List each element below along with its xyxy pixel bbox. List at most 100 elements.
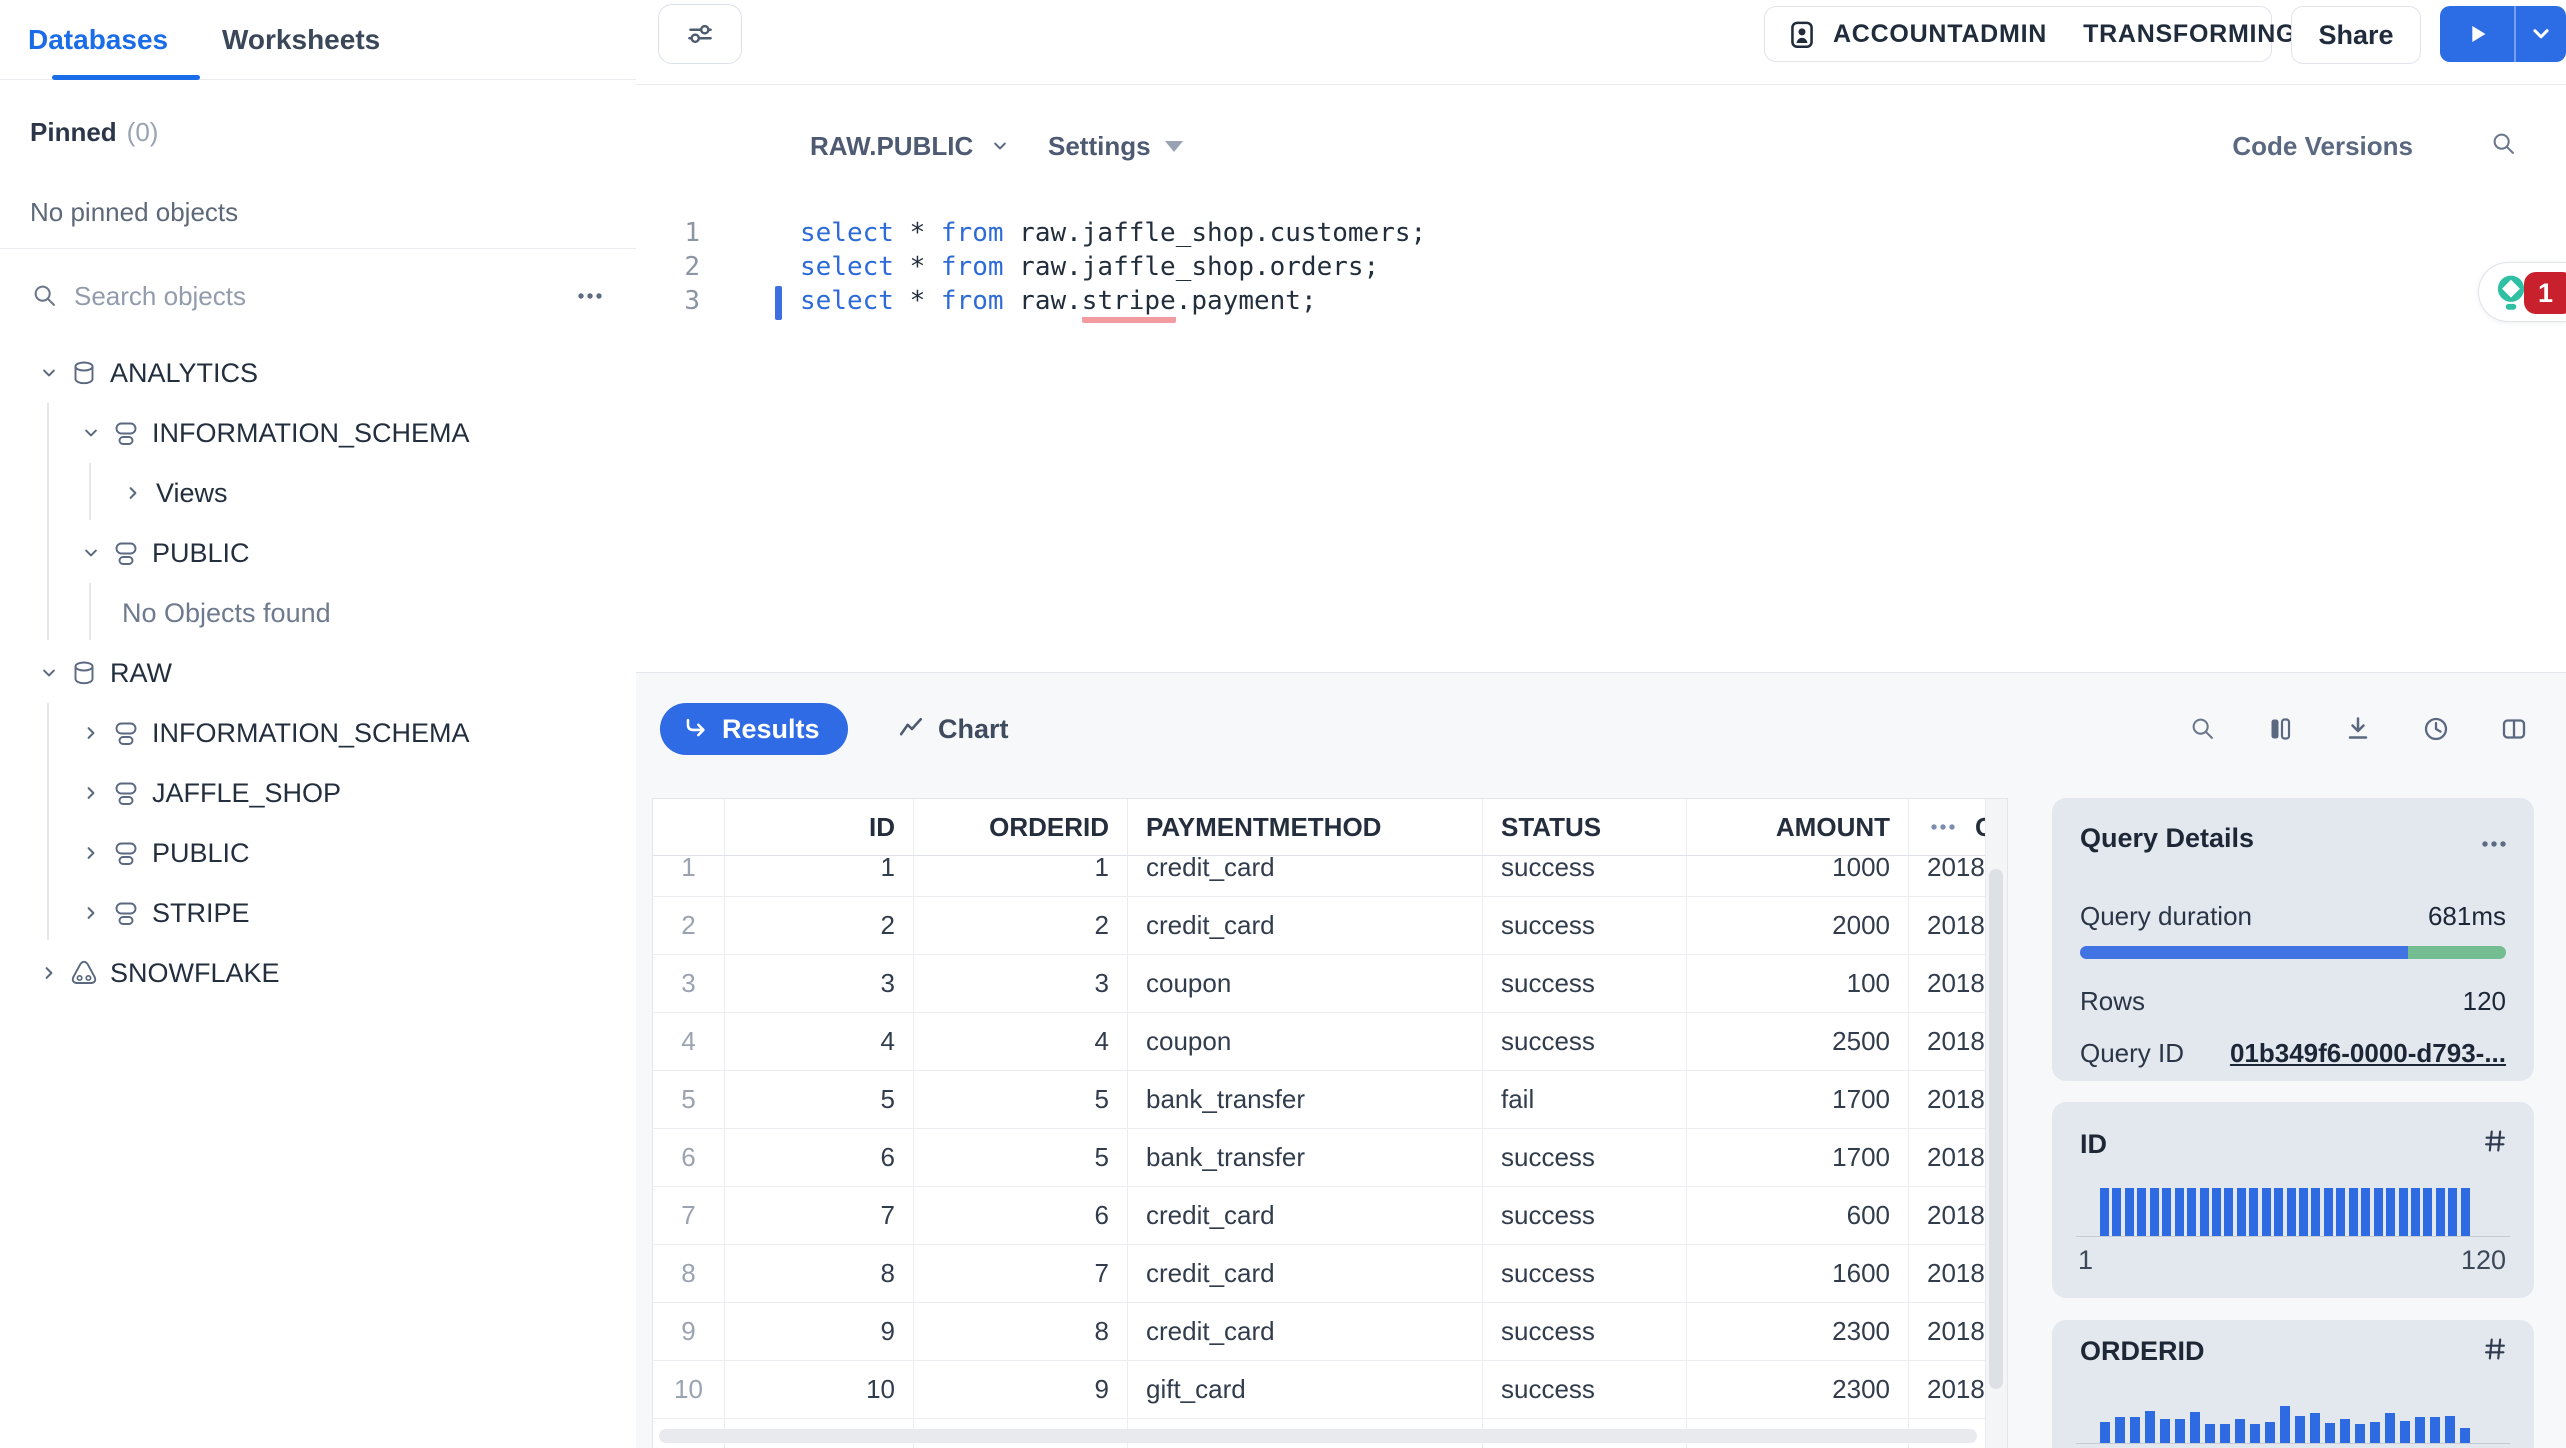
query-duration-row: Query duration 681ms: [2080, 899, 2506, 933]
histogram-bar: [2370, 1422, 2380, 1443]
tree-item-jaffle-shop[interactable]: JAFFLE_SHOP: [0, 763, 636, 823]
editor-search-button[interactable]: [2489, 129, 2519, 159]
table-row-8[interactable]: 8 8 7 credit_card success 1600 2018: [653, 1245, 1985, 1303]
column-header-id[interactable]: ID: [725, 799, 914, 855]
table-row-3[interactable]: 3 3 3 coupon success 100 2018: [653, 955, 1985, 1013]
table-cell: 4: [725, 1013, 914, 1071]
number-type-icon[interactable]: [2480, 1126, 2510, 1156]
columns-icon[interactable]: [2264, 713, 2296, 745]
query-id-row: Query ID 01b349f6-0000-d793-...: [2080, 1036, 2506, 1070]
vertical-scrollbar[interactable]: [1985, 799, 2007, 1448]
object-search[interactable]: Search objects: [30, 272, 606, 320]
tree-item-public[interactable]: PUBLIC: [0, 823, 636, 883]
context-role-warehouse-button[interactable]: ACCOUNTADMIN TRANSFORMING: [1764, 6, 2295, 62]
code-line-3[interactable]: 3 select * from raw.stripe.payment;: [636, 284, 2566, 323]
histogram-orderid-title: ORDERID: [2080, 1336, 2205, 1366]
tab-worksheets[interactable]: Worksheets: [222, 0, 380, 79]
histogram-id-min: 1: [2078, 1245, 2094, 1275]
histogram-bar: [2112, 1188, 2122, 1236]
tree-item-views[interactable]: Views: [0, 463, 636, 523]
history-clock-icon[interactable]: [2420, 713, 2452, 745]
query-id-label: Query ID: [2080, 1037, 2185, 1068]
tree-item-analytics[interactable]: ANALYTICS: [0, 343, 636, 403]
chevron-down-icon[interactable]: [78, 540, 104, 566]
tree-item-snowflake[interactable]: SNOWFLAKE: [0, 943, 636, 1003]
column-header-status[interactable]: STATUS: [1483, 799, 1687, 855]
table-row-10[interactable]: 10 10 9 gift_card success 2300 2018: [653, 1361, 1985, 1419]
code-line-2[interactable]: 2 select * from raw.jaffle_shop.orders;: [636, 250, 2566, 284]
chevron-right-icon[interactable]: [78, 840, 104, 866]
tree-item-raw[interactable]: RAW: [0, 643, 636, 703]
row-number-cell: 7: [653, 1187, 725, 1245]
table-row-7[interactable]: 7 7 6 credit_card success 600 2018: [653, 1187, 1985, 1245]
results-table: ID ORDERID PAYMENTMETHOD STATUS AMOUNT CREATE…: [652, 798, 2008, 1448]
sql-text: *: [893, 218, 941, 248]
table-cell: gift_card: [1128, 1361, 1483, 1419]
histogram-baseline: [2076, 1443, 2510, 1444]
column-header-amount[interactable]: AMOUNT: [1687, 799, 1909, 855]
histogram-bar: [2145, 1411, 2155, 1443]
tab-databases[interactable]: Databases: [28, 0, 200, 80]
copilot-suggestion-widget[interactable]: 1: [2478, 262, 2566, 322]
tab-chart[interactable]: Chart: [896, 703, 1009, 755]
no-pinned-objects-text: No pinned objects: [30, 196, 239, 227]
column-header-orderid[interactable]: ORDERID: [914, 799, 1128, 855]
tree-item-information-schema[interactable]: INFORMATION_SCHEMA: [0, 703, 636, 763]
more-options-icon[interactable]: [574, 280, 606, 312]
table-cell: 3: [725, 955, 914, 1013]
table-row-2[interactable]: 2 2 2 credit_card success 2000 2018: [653, 897, 1985, 955]
table-cell: 2018: [1909, 1245, 1985, 1303]
number-type-icon[interactable]: [2480, 1334, 2510, 1364]
histogram-bar: [2205, 1424, 2215, 1443]
download-icon[interactable]: [2342, 713, 2374, 745]
tree-item-label: ANALYTICS: [110, 357, 259, 388]
row-number-cell: 8: [653, 1245, 725, 1303]
query-details-menu-icon[interactable]: [2478, 828, 2510, 860]
histogram-bar: [2295, 1416, 2305, 1443]
table-cell: success: [1483, 1187, 1687, 1245]
chevron-right-icon[interactable]: [36, 960, 62, 986]
column-header-created[interactable]: CREATED: [1909, 799, 1985, 855]
run-options-button[interactable]: [2516, 6, 2566, 62]
search-results-icon[interactable]: [2188, 714, 2218, 744]
settings-dropdown[interactable]: Settings: [1048, 121, 1183, 171]
chevron-down-icon[interactable]: [78, 420, 104, 446]
filters-button[interactable]: [658, 4, 742, 64]
column-header-paymentmethod[interactable]: PAYMENTMETHOD: [1128, 799, 1483, 855]
chevron-right-icon[interactable]: [78, 900, 104, 926]
split-layout-icon[interactable]: [2498, 713, 2530, 745]
chevron-right-icon[interactable]: [120, 480, 146, 506]
histogram-bar: [2211, 1188, 2221, 1236]
table-cell: 4: [914, 1013, 1128, 1071]
horizontal-scrollbar[interactable]: [659, 1429, 1977, 1443]
code-line-content: select * from raw.jaffle_shop.customers;: [800, 218, 1426, 248]
chevron-down-icon[interactable]: [36, 660, 62, 686]
code-line-1[interactable]: 1 select * from raw.jaffle_shop.customers…: [636, 216, 2566, 250]
code-area[interactable]: 1 select * from raw.jaffle_shop.customers…: [636, 216, 2566, 323]
histogram-orderid-bars: [2100, 1406, 2470, 1443]
tree-item-public[interactable]: PUBLIC: [0, 523, 636, 583]
vertical-scrollbar-thumb[interactable]: [1989, 869, 2003, 1389]
tree-item-information-schema[interactable]: INFORMATION_SCHEMA: [0, 403, 636, 463]
table-row-5[interactable]: 5 5 5 bank_transfer fail 1700 2018: [653, 1071, 1985, 1129]
tab-results[interactable]: Results: [660, 703, 848, 755]
tree-item-stripe[interactable]: STRIPE: [0, 883, 636, 943]
chevron-right-icon[interactable]: [78, 720, 104, 746]
run-button[interactable]: [2440, 6, 2514, 62]
table-row-6[interactable]: 6 6 5 bank_transfer success 1700 2018: [653, 1129, 1985, 1187]
table-row-1[interactable]: 1 1 1 credit_card success 1000 2018: [653, 839, 1985, 897]
table-cell: 2018: [1909, 1071, 1985, 1129]
code-versions-button[interactable]: Code Versions: [2232, 121, 2413, 171]
column-menu-icon[interactable]: [1927, 811, 1959, 843]
sql-keyword: from: [940, 252, 1004, 282]
table-row-4[interactable]: 4 4 4 coupon success 2500 2018: [653, 1013, 1985, 1071]
share-button[interactable]: Share: [2291, 6, 2421, 64]
query-id-link[interactable]: 01b349f6-0000-d793-...: [2229, 1037, 2506, 1068]
settings-label: Settings: [1048, 130, 1151, 161]
database-context-selector[interactable]: RAW.PUBLIC: [810, 121, 1013, 171]
warehouse-label: TRANSFORMING: [2083, 19, 2297, 48]
table-row-9[interactable]: 9 9 8 credit_card success 2300 2018: [653, 1303, 1985, 1361]
chevron-down-icon[interactable]: [36, 360, 62, 386]
chevron-down-icon: [2526, 19, 2556, 49]
chevron-right-icon[interactable]: [78, 780, 104, 806]
